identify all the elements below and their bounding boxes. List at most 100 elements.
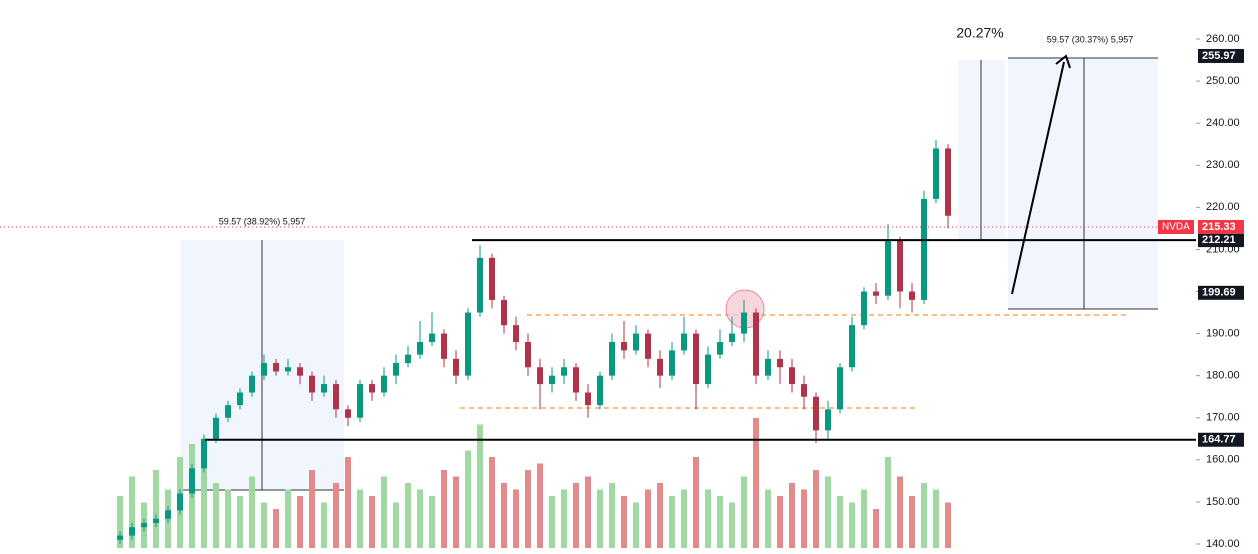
candle-body — [801, 384, 807, 397]
volume-bar — [321, 502, 327, 548]
volume-bar — [909, 496, 915, 548]
volume-bar — [765, 489, 771, 548]
volume-bar — [285, 489, 291, 548]
volume-bar — [309, 470, 315, 548]
candle-body — [237, 392, 243, 406]
candle-body — [321, 384, 327, 393]
volume-bar — [705, 489, 711, 548]
volume-bar — [921, 483, 927, 548]
candle-body — [909, 291, 915, 300]
ticker-tag — [1158, 219, 1194, 234]
volume-bar — [813, 470, 819, 548]
candle-body — [129, 527, 135, 536]
candle-body — [141, 522, 147, 528]
volume-bar — [933, 489, 939, 548]
candle-body — [297, 367, 303, 376]
candle-body — [441, 333, 447, 359]
candle-body — [849, 325, 855, 368]
candle-body — [429, 333, 435, 342]
y-tick-label: 140.00 — [1206, 538, 1240, 550]
volume-bar — [801, 489, 807, 548]
volume-bar — [213, 483, 219, 548]
volume-bar — [489, 457, 495, 548]
candle-body — [453, 358, 459, 376]
level-tag — [1198, 432, 1244, 447]
volume-bar — [465, 450, 471, 548]
last-price-tag — [1198, 219, 1244, 234]
candle-body — [465, 312, 471, 376]
measure-box — [1008, 58, 1158, 309]
candle-body — [285, 367, 291, 372]
candle-body — [825, 409, 831, 431]
volume-bar — [849, 502, 855, 548]
volume-bar — [513, 489, 519, 548]
volume-bar — [741, 476, 747, 548]
volume-bar — [825, 476, 831, 548]
volume-bar — [861, 489, 867, 548]
candle-body — [345, 409, 351, 418]
y-tick-label: 250.00 — [1206, 75, 1240, 87]
candle-body — [309, 375, 315, 393]
candle-body — [249, 375, 255, 393]
volume-bar — [273, 509, 279, 548]
volume-bar — [297, 496, 303, 548]
candle-body — [573, 367, 579, 393]
volume-bar — [945, 502, 951, 548]
volume-bar — [153, 470, 159, 548]
candle-body — [933, 148, 939, 199]
candle-body — [921, 198, 927, 300]
candle-body — [681, 333, 687, 351]
annotation: 20.27% — [956, 25, 1003, 41]
candle-body — [717, 342, 723, 355]
candle-body — [765, 358, 771, 376]
volume-bar — [333, 483, 339, 548]
volume-bar — [429, 496, 435, 548]
volume-bar — [585, 476, 591, 548]
volume-bar — [381, 476, 387, 548]
candle-body — [513, 325, 519, 342]
candle-body — [561, 367, 567, 376]
candle-body — [861, 291, 867, 326]
candle-body — [537, 367, 543, 385]
candle-body — [585, 392, 591, 406]
volume-bar — [129, 476, 135, 548]
candle-body — [789, 367, 795, 385]
candle-body — [837, 367, 843, 410]
candle-body — [489, 257, 495, 300]
volume-bar — [117, 496, 123, 548]
candle-body — [189, 468, 195, 494]
level-tag — [1198, 285, 1244, 300]
candle-body — [369, 384, 375, 393]
y-tick-label: 220.00 — [1206, 201, 1240, 213]
candle-body — [657, 358, 663, 376]
volume-bar — [225, 489, 231, 548]
candle-body — [177, 493, 183, 511]
volume-bar — [345, 457, 351, 548]
candle-body — [813, 396, 819, 431]
volume-bar — [789, 483, 795, 548]
candle-body — [597, 375, 603, 406]
y-tick-label: 160.00 — [1206, 454, 1240, 466]
candle-body — [753, 312, 759, 376]
candle-body — [945, 148, 951, 216]
volume-bar — [657, 483, 663, 548]
candle-body — [501, 299, 507, 326]
volume-bar — [753, 418, 759, 548]
ticker-label: NVDA — [1162, 222, 1190, 233]
candle-body — [645, 333, 651, 359]
candle-body — [213, 417, 219, 439]
candle-body — [153, 518, 159, 523]
volume-bar — [441, 470, 447, 548]
candle-body — [897, 241, 903, 292]
candle-body — [729, 333, 735, 342]
candle-body — [357, 384, 363, 418]
volume-bar — [777, 496, 783, 548]
volume-bar — [477, 424, 483, 548]
volume-bar — [837, 496, 843, 548]
candle-body — [405, 354, 411, 364]
candle-body — [273, 363, 279, 372]
volume-bar — [729, 502, 735, 548]
candle-body — [477, 257, 483, 313]
volume-bar — [357, 489, 363, 548]
